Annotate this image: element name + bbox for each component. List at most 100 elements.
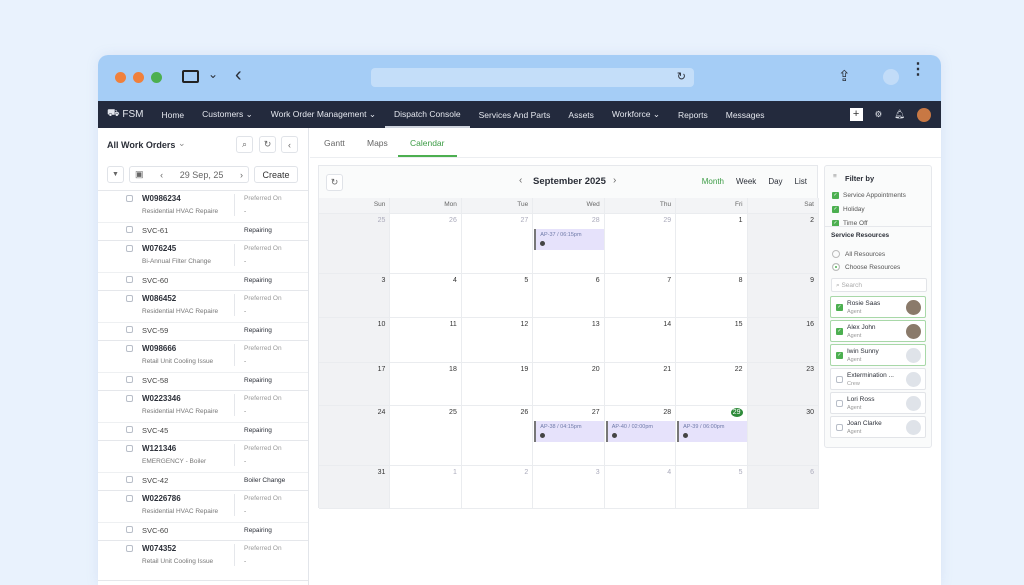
tab-gantt[interactable]: Gantt bbox=[324, 138, 345, 148]
day-cell[interactable]: 20 bbox=[533, 363, 605, 406]
event-card[interactable]: AP-38 / 04:15pm bbox=[534, 421, 604, 442]
work-order-id[interactable]: W086452 bbox=[142, 294, 177, 303]
avatar[interactable] bbox=[917, 107, 931, 122]
day-cell[interactable]: 23 bbox=[747, 363, 819, 406]
day-cell[interactable]: 31 bbox=[319, 466, 391, 509]
prev-month-icon[interactable]: ‹ bbox=[519, 175, 523, 186]
day-cell[interactable]: 5 bbox=[676, 466, 748, 509]
day-cell[interactable]: 19 bbox=[461, 363, 534, 406]
nav-item[interactable]: Reports bbox=[677, 109, 708, 120]
day-cell[interactable]: 6 bbox=[747, 466, 819, 509]
minimize-dot[interactable] bbox=[133, 72, 144, 83]
day-cell[interactable]: 30 bbox=[747, 406, 819, 466]
work-order-row[interactable]: W0223346 Residential HVAC Repaire Preferre… bbox=[98, 391, 308, 441]
day-cell[interactable]: 4 bbox=[390, 274, 462, 318]
refresh-button[interactable]: ↻ bbox=[259, 136, 276, 153]
checkbox-checked[interactable]: ✓ bbox=[836, 328, 843, 335]
checkbox[interactable] bbox=[836, 400, 843, 407]
checkbox[interactable] bbox=[126, 245, 133, 252]
checkbox[interactable] bbox=[126, 345, 133, 352]
sidebar-icon[interactable] bbox=[182, 70, 199, 83]
nav-item[interactable]: Workforce ⌄ bbox=[611, 109, 660, 119]
checkbox[interactable] bbox=[126, 395, 133, 402]
checkbox[interactable] bbox=[126, 476, 133, 483]
day-cell[interactable]: 17 bbox=[319, 363, 391, 406]
day-cell[interactable]: 25 bbox=[319, 214, 391, 274]
nav-item[interactable]: Services And Parts bbox=[478, 109, 551, 120]
checkbox[interactable] bbox=[126, 326, 133, 333]
panel-title[interactable]: All Work Orders bbox=[107, 140, 176, 150]
view-day[interactable]: Day bbox=[768, 177, 783, 186]
refresh-button[interactable]: ↻ bbox=[326, 174, 343, 191]
nav-item[interactable]: Assets bbox=[568, 109, 594, 120]
day-cell[interactable]: 24 bbox=[319, 406, 391, 466]
service-id[interactable]: SVC-42 bbox=[142, 476, 169, 485]
day-cell[interactable]: 12 bbox=[461, 318, 534, 363]
close-dot[interactable] bbox=[115, 72, 126, 83]
work-order-id[interactable]: W0226786 bbox=[142, 494, 181, 503]
search-button[interactable]: ⌕ bbox=[236, 136, 253, 153]
service-id[interactable]: SVC-59 bbox=[142, 326, 169, 335]
work-order-id[interactable]: W0223346 bbox=[142, 394, 181, 403]
radio[interactable] bbox=[832, 263, 840, 271]
day-cell[interactable]: 13 bbox=[533, 318, 605, 363]
checkbox[interactable] bbox=[126, 295, 133, 302]
day-cell[interactable]: 10 bbox=[319, 318, 391, 363]
checkbox[interactable] bbox=[836, 424, 843, 431]
day-cell[interactable]: 7 bbox=[604, 274, 677, 318]
work-order-id[interactable]: W074352 bbox=[142, 544, 177, 553]
chevron-down-icon[interactable]: ⌄ bbox=[208, 67, 219, 81]
day-cell[interactable]: 26 bbox=[461, 406, 534, 466]
work-order-row[interactable]: W086452 Residential HVAC Repaire Preferred… bbox=[98, 291, 308, 341]
service-id[interactable]: SVC-60 bbox=[142, 276, 169, 285]
day-cell[interactable]: 15 bbox=[676, 318, 748, 363]
checkbox[interactable] bbox=[126, 276, 133, 283]
checkbox-checked[interactable]: ✓ bbox=[832, 206, 839, 213]
work-order-id[interactable]: W121346 bbox=[142, 444, 177, 453]
checkbox[interactable] bbox=[126, 495, 133, 502]
day-cell[interactable]: 21 bbox=[604, 363, 677, 406]
chevron-down-icon[interactable]: ⌄ bbox=[178, 138, 186, 148]
resource-card[interactable]: Lori Ross Agent bbox=[830, 392, 926, 414]
checkbox[interactable] bbox=[126, 195, 133, 202]
day-cell[interactable]: 2 bbox=[747, 214, 819, 274]
date-picker[interactable]: ▣ ‹ 29 Sep, 25 › bbox=[129, 166, 249, 183]
resource-card[interactable]: ✓ Alex John Agent bbox=[830, 320, 926, 342]
resource-card[interactable]: Extermination ... Crew bbox=[830, 368, 926, 390]
day-cell[interactable]: 8 bbox=[676, 274, 748, 318]
work-order-id[interactable]: W098666 bbox=[142, 344, 177, 353]
filter-button[interactable]: ▼ bbox=[107, 166, 124, 183]
nav-item[interactable]: Work Order Management ⌄ bbox=[270, 109, 376, 119]
nav-item[interactable]: Home bbox=[161, 109, 185, 120]
day-cell[interactable]: 1 bbox=[390, 466, 462, 509]
checkbox[interactable] bbox=[126, 426, 133, 433]
service-id[interactable]: SVC-61 bbox=[142, 226, 169, 235]
create-button[interactable]: Create bbox=[254, 166, 298, 183]
view-week[interactable]: Week bbox=[736, 177, 757, 186]
work-order-id[interactable]: W0986234 bbox=[142, 194, 181, 203]
service-id[interactable]: SVC-58 bbox=[142, 376, 169, 385]
checkbox[interactable] bbox=[126, 226, 133, 233]
profile-icon[interactable] bbox=[883, 69, 899, 85]
checkbox-checked[interactable]: ✓ bbox=[836, 304, 843, 311]
fsm-logo[interactable]: ⛟ FSM bbox=[107, 108, 144, 120]
checkbox[interactable] bbox=[836, 376, 843, 383]
checkbox-checked[interactable]: ✓ bbox=[832, 192, 839, 199]
resource-search-input[interactable]: ⌕ Search bbox=[831, 278, 927, 292]
day-cell[interactable]: 1 bbox=[676, 214, 748, 274]
gear-icon[interactable]: ⚙ bbox=[874, 109, 883, 119]
work-order-row[interactable]: W076245 Bi-Annual Filter Change Preferred … bbox=[98, 241, 308, 291]
prev-icon[interactable]: ‹ bbox=[160, 169, 164, 180]
work-order-row[interactable]: W098666 Retail Unit Cooling Issue Preferre… bbox=[98, 341, 308, 391]
view-list[interactable]: List bbox=[794, 177, 807, 186]
day-cell[interactable]: 16 bbox=[747, 318, 819, 363]
resource-card[interactable]: Joan Clarke Agent bbox=[830, 416, 926, 438]
checkbox[interactable] bbox=[126, 526, 133, 533]
day-cell[interactable]: 27 bbox=[461, 214, 534, 274]
bell-icon[interactable]: 🔔︎ bbox=[894, 109, 905, 119]
checkbox-checked[interactable]: ✓ bbox=[832, 220, 839, 227]
nav-item[interactable]: Messages bbox=[725, 109, 765, 120]
day-cell[interactable]: 14 bbox=[604, 318, 677, 363]
day-cell[interactable]: 25 bbox=[390, 406, 462, 466]
work-order-row[interactable]: W074352 Retail Unit Cooling Issue Preferre… bbox=[98, 541, 308, 581]
